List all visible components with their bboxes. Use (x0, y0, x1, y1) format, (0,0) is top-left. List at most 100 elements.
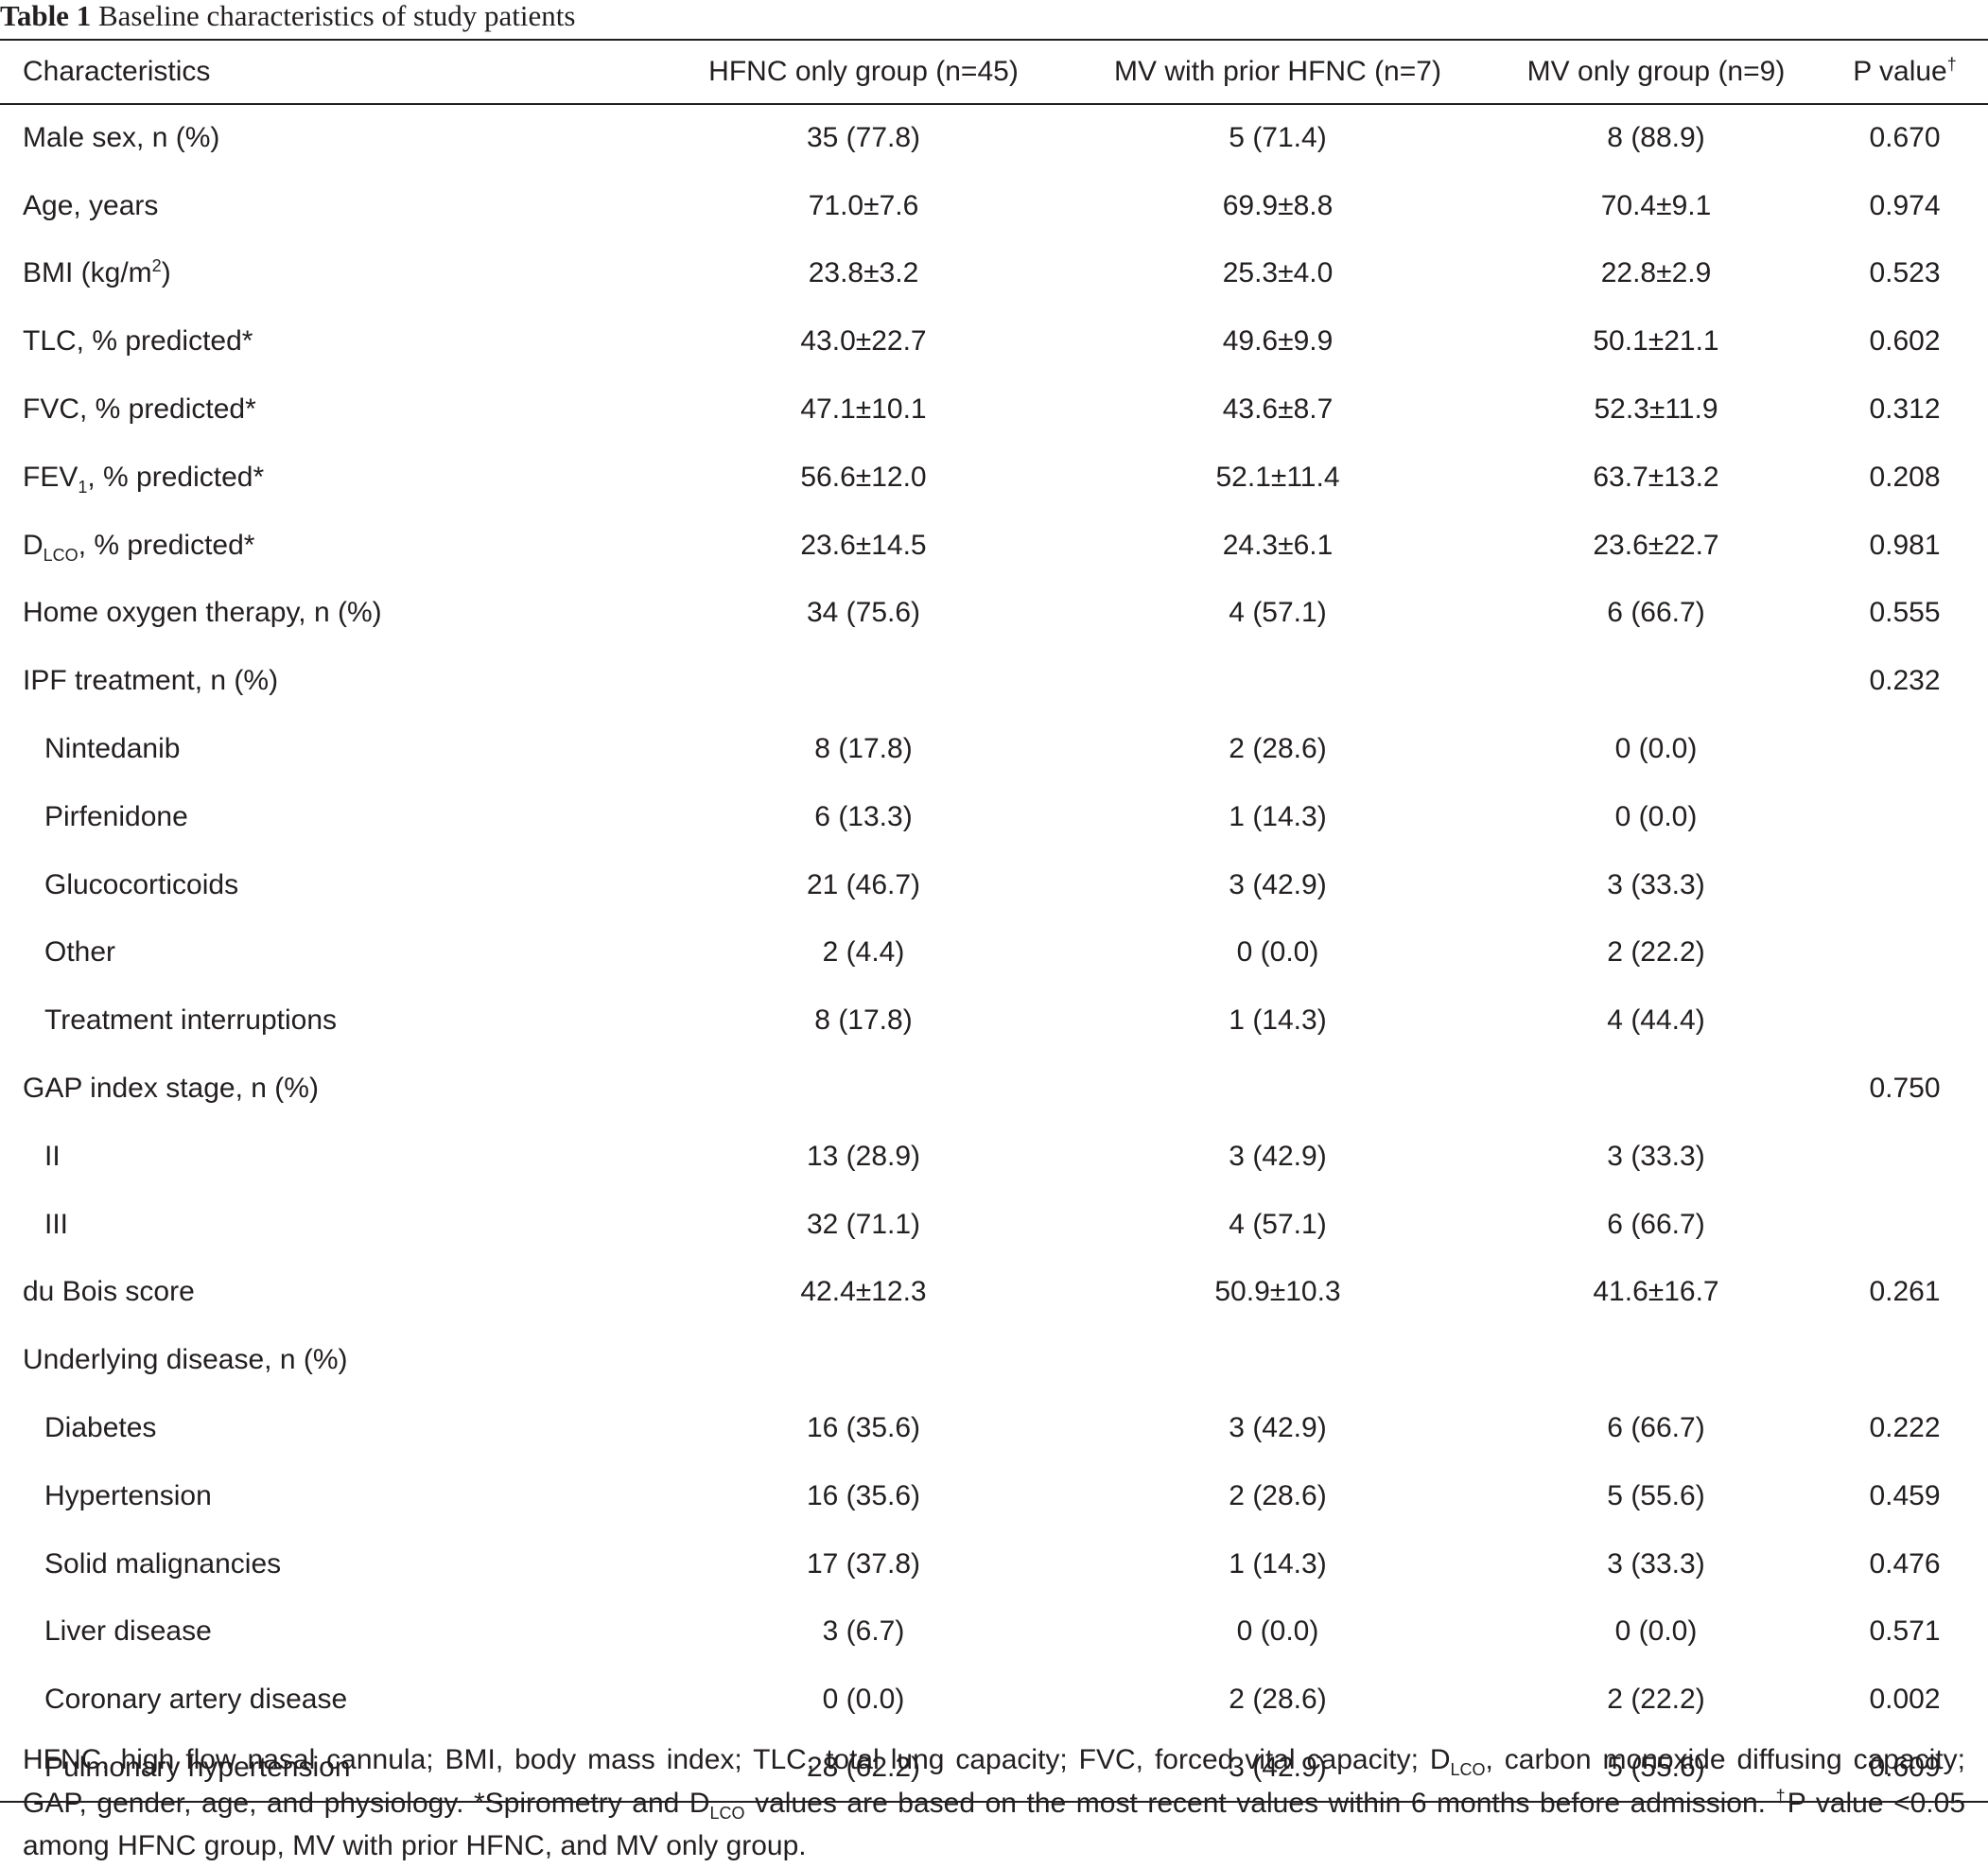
cell: 0.261 (1869, 1276, 1941, 1308)
cell: 0 (0.0) (1614, 800, 1698, 832)
cell: 1 (14.3) (1229, 1547, 1327, 1580)
cell: 52.1±11.4 (1215, 461, 1340, 493)
table-row: II 13 (28.9) 3 (42.9) 3 (33.3) (0, 1123, 1988, 1191)
cell: 0.476 (1869, 1547, 1941, 1580)
table-row: Glucocorticoids 21 (46.7) 3 (42.9) 3 (33.3) (0, 851, 1988, 919)
column-header: MV only group (n=9) (1491, 40, 1822, 104)
cell (1065, 1326, 1491, 1394)
text: Underlying disease, n (%) (23, 1344, 348, 1376)
table-row: Hypertension 16 (35.6) 2 (28.6) 5 (55.6) 0.4… (0, 1462, 1988, 1530)
cell: 3 (42.9) (1229, 1751, 1327, 1783)
row-label: IPF treatment, n (%) (0, 647, 662, 715)
text: TLC, % predicted* (23, 325, 253, 358)
text: ) (161, 257, 171, 289)
cell (1822, 1123, 1988, 1191)
text: values are based on the most recent valu… (744, 1787, 1776, 1819)
table-row: DLCO, % predicted* 23.6±14.5 24.3±6.1 23.6±… (0, 512, 1988, 580)
table-row: GAP index stage, n (%) 0.750 (0, 1055, 1988, 1123)
text: Pulmonary hypertension (44, 1751, 351, 1783)
row-label: FEV1, % predicted* (0, 444, 662, 512)
cell (1822, 919, 1988, 987)
row-label: Age, years (0, 172, 662, 240)
table-row: IPF treatment, n (%) 0.232 (0, 647, 1988, 715)
column-header: MV with prior HFNC (n=7) (1065, 40, 1491, 104)
cell: 43.6±8.7 (1222, 393, 1334, 426)
cell: 2 (28.6) (1229, 733, 1327, 765)
cell: 3 (33.3) (1607, 868, 1705, 900)
cell: 8 (88.9) (1607, 122, 1705, 154)
cell (662, 647, 1065, 715)
table-title: Table 1 Baseline characteristics of stud… (0, 0, 575, 32)
table-row: Pulmonary hypertension 28 (62.2) 3 (42.9) 5… (0, 1734, 1988, 1802)
cell: 2 (28.6) (1229, 1684, 1327, 1716)
cell (1822, 1191, 1988, 1259)
table-row: Liver disease 3 (6.7) 0 (0.0) 0 (0.0) 0.571 (0, 1598, 1988, 1667)
cell: 0.750 (1869, 1073, 1941, 1105)
cell: 6 (66.7) (1607, 1412, 1705, 1444)
cell: 4 (57.1) (1229, 597, 1327, 629)
cell: 0.459 (1869, 1479, 1941, 1511)
cell: 0.555 (1869, 597, 1941, 629)
text: Male sex, n (%) (23, 122, 220, 154)
cell (662, 1326, 1065, 1394)
cell: 6 (66.7) (1607, 1208, 1705, 1240)
cell (1822, 986, 1988, 1055)
text: Characteristics (23, 56, 211, 87)
text: , % predicted* (78, 529, 255, 561)
table-row: Pirfenidone 6 (13.3) 1 (14.3) 0 (0.0) (0, 783, 1988, 851)
row-label: DLCO, % predicted* (0, 512, 662, 580)
row-label: Solid malignancies (0, 1530, 662, 1598)
table-row: Diabetes 16 (35.6) 3 (42.9) 6 (66.7) 0.222 (0, 1394, 1988, 1462)
cell: 16 (35.6) (806, 1479, 921, 1511)
cell: 23.6±14.5 (800, 529, 927, 561)
column-header: Characteristics (0, 40, 662, 104)
text: Glucocorticoids (44, 868, 239, 900)
text: FVC, % predicted* (23, 393, 256, 426)
text: Home oxygen therapy, n (%) (23, 597, 382, 629)
row-label: BMI (kg/m2) (0, 240, 662, 308)
row-label: du Bois score (0, 1259, 662, 1327)
row-label: Diabetes (0, 1394, 662, 1462)
table-row: Treatment interruptions 8 (17.8) 1 (14.3) 4… (0, 986, 1988, 1055)
cell: 5 (55.6) (1607, 1751, 1705, 1783)
cell: 6 (66.7) (1607, 597, 1705, 629)
cell: 0.208 (1869, 461, 1941, 493)
cell: 28 (62.2) (806, 1751, 921, 1783)
row-label: Pulmonary hypertension (0, 1734, 662, 1802)
cell: 69.9±8.8 (1222, 189, 1334, 221)
table-row: Solid malignancies 17 (37.8) 1 (14.3) 3 (33… (0, 1530, 1988, 1598)
text: Nintedanib (44, 733, 181, 765)
cell (1065, 1055, 1491, 1123)
text: D (23, 529, 44, 561)
cell: 52.3±11.9 (1594, 393, 1718, 426)
text: IPF treatment, n (%) (23, 665, 279, 697)
row-label: Hypertension (0, 1462, 662, 1530)
cell (1065, 647, 1491, 715)
cell: 0 (0.0) (1614, 733, 1698, 765)
cell: 0.002 (1869, 1684, 1941, 1716)
cell: 2 (4.4) (822, 936, 905, 969)
text: P value <0.05 among HFNC group, MV with … (23, 1787, 1966, 1862)
cell: 50.1±21.1 (1593, 325, 1719, 358)
supscript: † (1775, 1786, 1787, 1806)
cell: 6 (13.3) (814, 800, 913, 832)
text: du Bois score (23, 1276, 195, 1308)
text: HFNC only group (n=45) (708, 56, 1019, 87)
column-header: HFNC only group (n=45) (662, 40, 1065, 104)
cell: 71.0±7.6 (808, 189, 919, 221)
cell (1822, 783, 1988, 851)
text: Solid malignancies (44, 1547, 282, 1580)
cell: 3 (42.9) (1229, 1140, 1327, 1172)
subscript: LCO (709, 1803, 745, 1823)
row-label: Liver disease (0, 1598, 662, 1667)
cell: 34 (75.6) (806, 597, 921, 629)
table: Characteristics HFNC only group (n=45) MV … (0, 39, 1988, 1803)
text: Age, years (23, 189, 159, 221)
cell: 23.6±22.7 (1593, 529, 1719, 561)
cell: 8 (17.8) (814, 733, 913, 765)
footnote: HFNC, high flow nasal cannula; BMI, body… (23, 1738, 1965, 1868)
cell: 2 (22.2) (1607, 936, 1705, 969)
cell: 0.974 (1869, 189, 1941, 221)
cell (1491, 647, 1822, 715)
table-row: BMI (kg/m2) 23.8±3.2 25.3±4.0 22.8±2.9 0.523 (0, 240, 1988, 308)
